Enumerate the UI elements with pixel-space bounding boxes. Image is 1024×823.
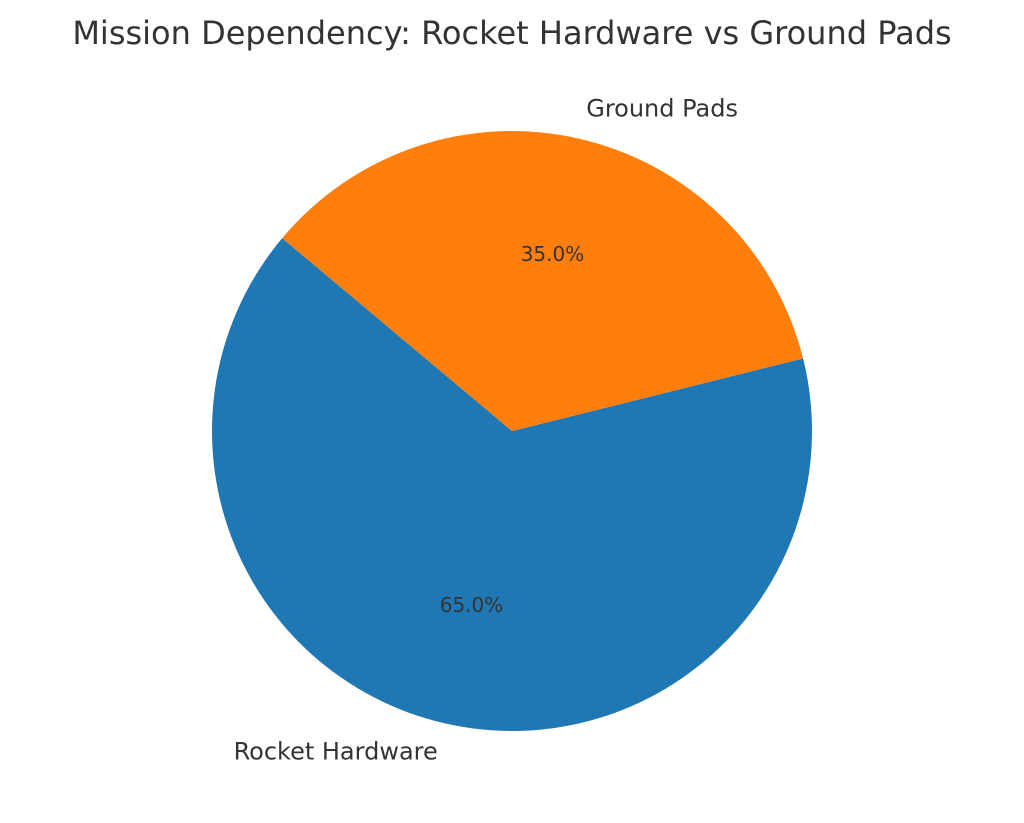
pie-labels: 65.0% Rocket Hardware 35.0% Ground Pads: [234, 94, 738, 765]
pie-category-label-rocket-hardware: Rocket Hardware: [234, 738, 438, 766]
pie-slice-rocket-hardware: [212, 238, 812, 732]
pie-percent-label-rocket-hardware: 65.0%: [440, 593, 504, 617]
pie-percent-label-ground-pads: 35.0%: [521, 242, 585, 266]
pie-category-label-ground-pads: Ground Pads: [586, 94, 738, 122]
chart-title: Mission Dependency: Rocket Hardware vs G…: [72, 14, 951, 52]
pie-slice-ground-pads: [282, 130, 804, 431]
pie-slices: [212, 130, 812, 732]
